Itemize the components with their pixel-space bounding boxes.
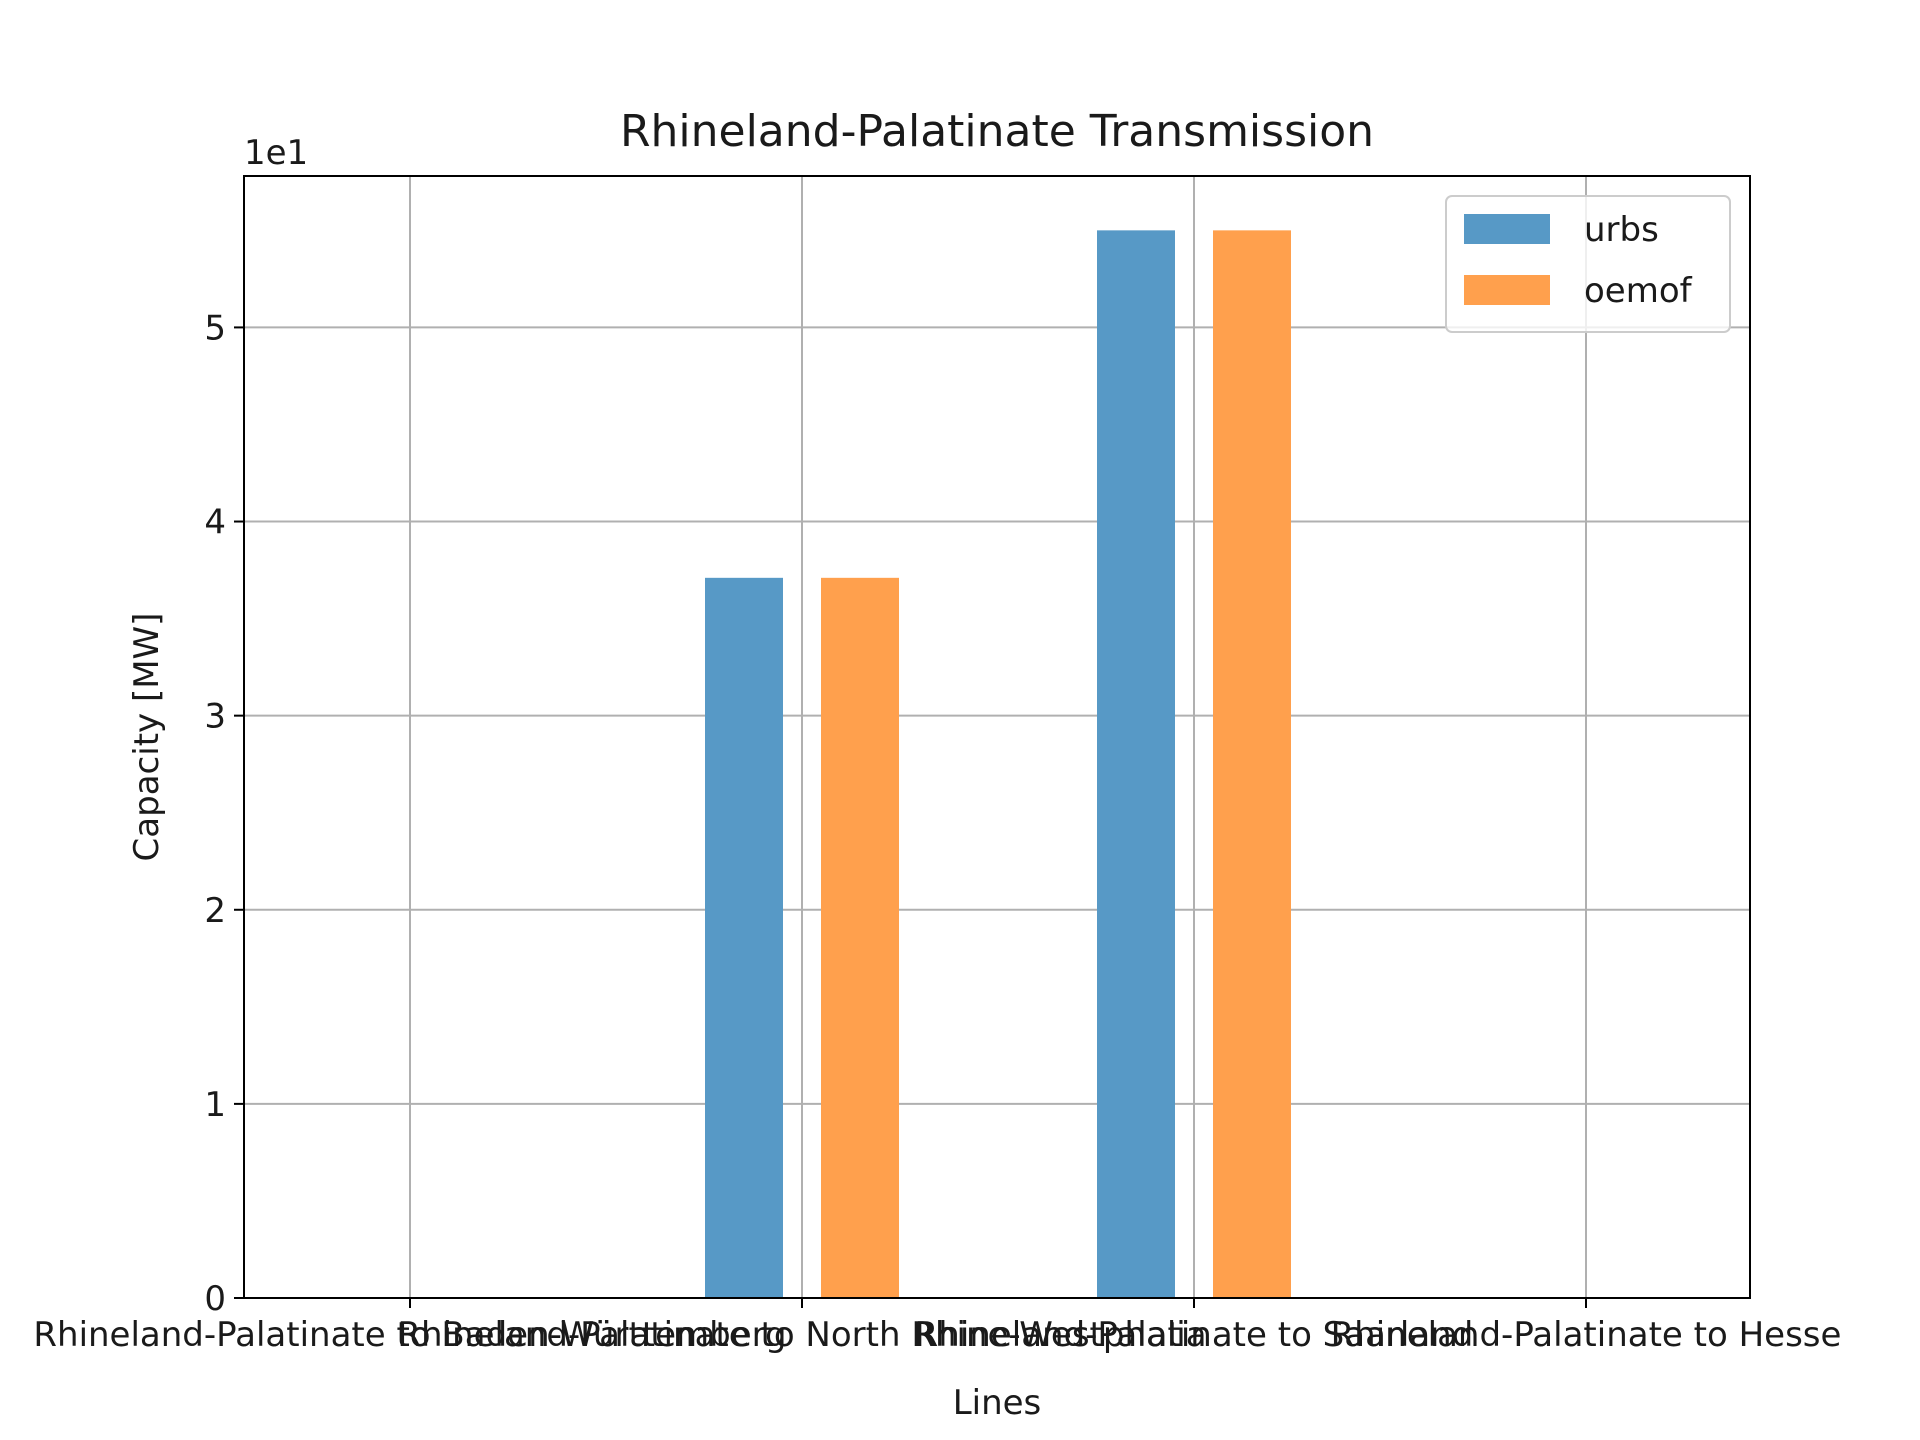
bar-urbs-2 bbox=[1097, 230, 1175, 1299]
x-tick-label: Rhineland-Palatinate to Baden-Württember… bbox=[33, 1315, 786, 1355]
bar-urbs-1 bbox=[705, 577, 783, 1298]
legend-label-urbs: urbs bbox=[1584, 210, 1659, 250]
legend-swatch-urbs bbox=[1464, 214, 1550, 244]
bar-oemof-2 bbox=[1213, 230, 1291, 1299]
grid-lines bbox=[244, 176, 1750, 1299]
y-axis-label: Capacity [MW] bbox=[127, 613, 167, 862]
x-tick-label: Rhineland-Palatinate to Hesse bbox=[1331, 1315, 1842, 1355]
chart-title: Rhineland-Palatinate Transmission bbox=[620, 106, 1374, 157]
x-tick-label: Rhineland-Palatinate to North Rhine-West… bbox=[397, 1315, 1206, 1355]
y-offset-label: 1e1 bbox=[244, 133, 308, 173]
legend-label-oemof: oemof bbox=[1584, 271, 1693, 311]
y-tick-label: 3 bbox=[204, 697, 226, 737]
plot-frame bbox=[243, 175, 1751, 1299]
legend-swatch-oemof bbox=[1464, 275, 1550, 305]
bars bbox=[705, 230, 1291, 1299]
y-tick-label: 1 bbox=[204, 1085, 226, 1125]
y-tick-label: 0 bbox=[204, 1279, 226, 1319]
y-tick-label: 5 bbox=[204, 308, 226, 348]
bar-oemof-1 bbox=[821, 577, 899, 1298]
x-axis-label: Lines bbox=[953, 1383, 1042, 1423]
x-tick-label: Rhineland-Palatinate to Saarland bbox=[915, 1315, 1474, 1355]
axis-ticks: 0 1 2 3 4 5 Rhineland-Palatinate to Baden-Würt… bbox=[33, 308, 1841, 1355]
y-tick-label: 2 bbox=[204, 891, 226, 931]
y-tick-label: 4 bbox=[204, 503, 226, 543]
legend: urbs oemof bbox=[1445, 195, 1731, 333]
